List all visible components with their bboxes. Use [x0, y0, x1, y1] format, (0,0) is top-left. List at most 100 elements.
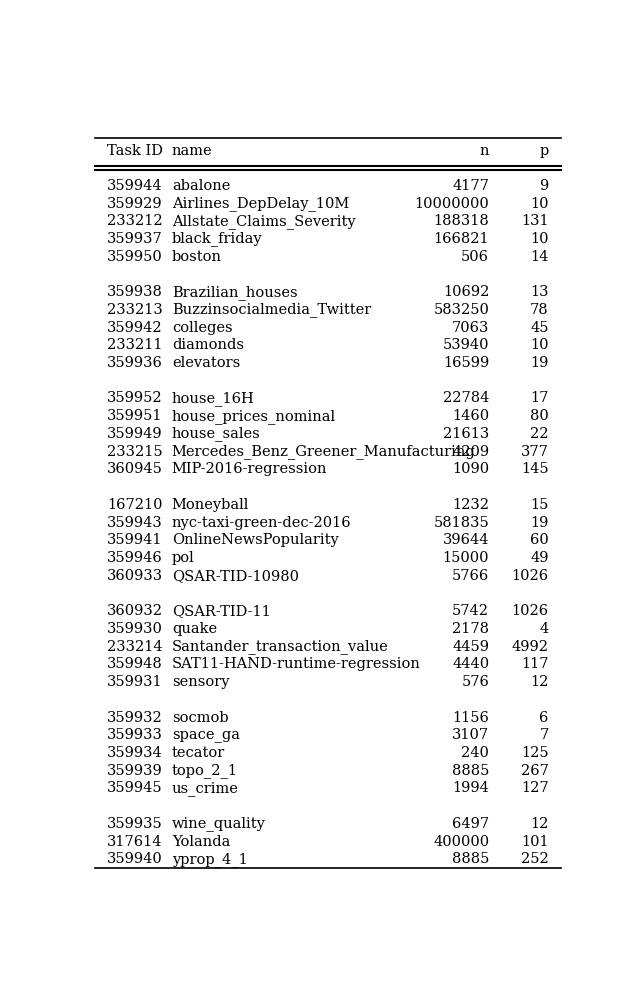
Text: 359939: 359939: [108, 764, 163, 778]
Text: 233212: 233212: [108, 214, 163, 228]
Text: 359932: 359932: [108, 711, 163, 724]
Text: 1232: 1232: [452, 497, 489, 512]
Text: 4459: 4459: [452, 639, 489, 654]
Text: socmob: socmob: [172, 711, 228, 724]
Text: 1026: 1026: [511, 605, 548, 618]
Text: Airlines_DepDelay_10M: Airlines_DepDelay_10M: [172, 196, 349, 211]
Text: 359935: 359935: [108, 817, 163, 830]
Text: 360945: 360945: [108, 463, 163, 477]
Text: house_16H: house_16H: [172, 391, 255, 406]
Text: 7: 7: [540, 728, 548, 742]
Text: 252: 252: [521, 852, 548, 866]
Text: 45: 45: [530, 321, 548, 335]
Text: nyc-taxi-green-dec-2016: nyc-taxi-green-dec-2016: [172, 515, 351, 529]
Text: 233215: 233215: [108, 445, 163, 459]
Text: 359945: 359945: [108, 782, 163, 796]
Text: 1026: 1026: [511, 569, 548, 583]
Text: 10692: 10692: [443, 285, 489, 299]
Text: 233213: 233213: [108, 303, 163, 317]
Text: QSAR-TID-10980: QSAR-TID-10980: [172, 569, 299, 583]
Text: 360932: 360932: [108, 605, 163, 618]
Text: 359940: 359940: [108, 852, 163, 866]
Text: 359952: 359952: [108, 391, 163, 405]
Text: 10: 10: [530, 232, 548, 246]
Text: 7063: 7063: [452, 321, 489, 335]
Text: 233211: 233211: [108, 338, 163, 353]
Text: Moneyball: Moneyball: [172, 497, 249, 512]
Text: 4440: 4440: [452, 657, 489, 671]
Text: 359942: 359942: [108, 321, 163, 335]
Text: space_ga: space_ga: [172, 728, 240, 742]
Text: 22784: 22784: [443, 391, 489, 405]
Text: 14: 14: [531, 250, 548, 264]
Text: QSAR-TID-11: QSAR-TID-11: [172, 605, 271, 618]
Text: 127: 127: [521, 782, 548, 796]
Text: tecator: tecator: [172, 746, 225, 760]
Text: 359943: 359943: [108, 515, 163, 529]
Text: 359944: 359944: [108, 178, 163, 193]
Text: n: n: [480, 144, 489, 158]
Text: house_sales: house_sales: [172, 426, 260, 441]
Text: 10000000: 10000000: [415, 196, 489, 210]
Text: 166821: 166821: [433, 232, 489, 246]
Text: 6: 6: [540, 711, 548, 724]
Text: elevators: elevators: [172, 356, 240, 370]
Text: 12: 12: [531, 675, 548, 689]
Text: 267: 267: [521, 764, 548, 778]
Text: 8885: 8885: [452, 764, 489, 778]
Text: yprop_4_1: yprop_4_1: [172, 852, 248, 867]
Text: Santander_transaction_value: Santander_transaction_value: [172, 639, 388, 654]
Text: 359950: 359950: [108, 250, 163, 264]
Text: 12: 12: [531, 817, 548, 830]
Text: 1994: 1994: [452, 782, 489, 796]
Text: 359949: 359949: [108, 427, 163, 441]
Text: 6497: 6497: [452, 817, 489, 830]
Text: quake: quake: [172, 622, 217, 636]
Text: 53940: 53940: [443, 338, 489, 353]
Text: us_crime: us_crime: [172, 781, 239, 796]
Text: 145: 145: [521, 463, 548, 477]
Text: 167210: 167210: [108, 497, 163, 512]
Text: 3107: 3107: [452, 728, 489, 742]
Text: 1460: 1460: [452, 409, 489, 423]
Text: 4177: 4177: [452, 178, 489, 193]
Text: Buzzinsocialmedia_Twitter: Buzzinsocialmedia_Twitter: [172, 302, 371, 317]
Text: 583250: 583250: [433, 303, 489, 317]
Text: 15000: 15000: [443, 551, 489, 565]
Text: name: name: [172, 144, 212, 158]
Text: 359936: 359936: [108, 356, 163, 370]
Text: Task ID: Task ID: [108, 144, 163, 158]
Text: 1090: 1090: [452, 463, 489, 477]
Text: 400000: 400000: [433, 834, 489, 848]
Text: 359946: 359946: [108, 551, 163, 565]
Text: Yolanda: Yolanda: [172, 834, 230, 848]
Text: sensory: sensory: [172, 675, 229, 689]
Text: 101: 101: [521, 834, 548, 848]
Text: 10: 10: [530, 338, 548, 353]
Text: 359941: 359941: [108, 533, 163, 547]
Text: 2178: 2178: [452, 622, 489, 636]
Text: Brazilian_houses: Brazilian_houses: [172, 284, 298, 299]
Text: 39644: 39644: [443, 533, 489, 547]
Text: 17: 17: [531, 391, 548, 405]
Text: 78: 78: [530, 303, 548, 317]
Text: 4992: 4992: [512, 639, 548, 654]
Text: 188318: 188318: [433, 214, 489, 228]
Text: 359931: 359931: [108, 675, 163, 689]
Text: 80: 80: [530, 409, 548, 423]
Text: 5766: 5766: [452, 569, 489, 583]
Text: 22: 22: [530, 427, 548, 441]
Text: 359948: 359948: [108, 657, 163, 671]
Text: p: p: [540, 144, 548, 158]
Text: MIP-2016-regression: MIP-2016-regression: [172, 463, 327, 477]
Text: OnlineNewsPopularity: OnlineNewsPopularity: [172, 533, 339, 547]
Text: 9: 9: [540, 178, 548, 193]
Text: 117: 117: [521, 657, 548, 671]
Text: Mercedes_Benz_Greener_Manufacturing: Mercedes_Benz_Greener_Manufacturing: [172, 444, 476, 459]
Text: 359930: 359930: [108, 622, 163, 636]
Text: topo_2_1: topo_2_1: [172, 763, 238, 778]
Text: 21613: 21613: [443, 427, 489, 441]
Text: 10: 10: [530, 196, 548, 210]
Text: 125: 125: [521, 746, 548, 760]
Text: 1156: 1156: [452, 711, 489, 724]
